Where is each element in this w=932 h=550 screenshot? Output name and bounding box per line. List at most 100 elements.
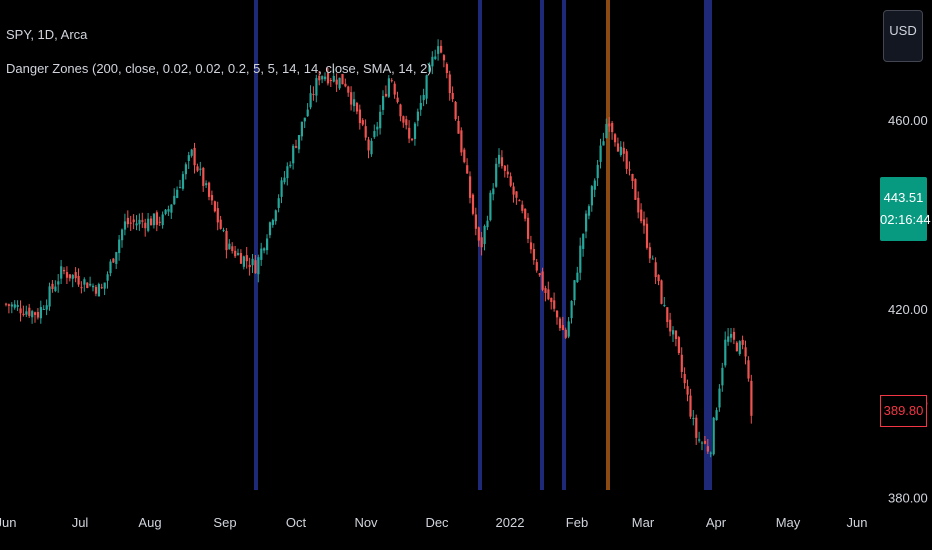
candle-body	[677, 337, 680, 353]
candle-body	[121, 229, 124, 241]
candle-body	[361, 120, 364, 125]
candle-body	[396, 97, 399, 102]
candle-body	[115, 252, 118, 264]
candle-body	[202, 167, 205, 186]
candle-body	[498, 154, 501, 164]
candle-body	[231, 246, 234, 251]
candle-body	[350, 92, 353, 105]
time-axis-label: Feb	[566, 515, 588, 530]
candle-body	[576, 272, 579, 282]
candle-body	[515, 191, 518, 198]
candle-body	[477, 227, 480, 241]
last-price-value: 443.51	[883, 190, 924, 205]
candle-body	[730, 333, 733, 338]
candle-body	[126, 217, 129, 225]
candle-body	[94, 286, 98, 294]
candle-body	[266, 238, 269, 251]
candle-body	[590, 186, 593, 206]
candle-body	[36, 312, 40, 318]
candle-body	[608, 123, 611, 127]
candle-body	[616, 143, 620, 152]
candle-body	[440, 45, 443, 53]
candle-body	[263, 248, 266, 251]
candle-body	[234, 250, 237, 257]
candle-body	[376, 126, 379, 130]
candle-body	[28, 307, 31, 316]
candle-body	[744, 347, 747, 357]
danger-zones-layer	[254, 0, 712, 490]
candle-body	[150, 218, 153, 226]
candle-body	[402, 116, 405, 123]
candle-body	[190, 149, 193, 156]
candle-body	[622, 147, 625, 154]
candle-body	[422, 94, 425, 101]
symbol-legend[interactable]: SPY, 1D, Arca	[6, 27, 88, 42]
candle-body	[405, 119, 408, 126]
candle-body	[518, 200, 521, 202]
candle-body	[45, 305, 48, 310]
candle-body	[341, 74, 344, 85]
candle-body	[132, 219, 135, 223]
candle-body	[724, 339, 727, 366]
danger-zone-band	[540, 0, 544, 490]
candle-body	[22, 313, 25, 316]
candle-body	[425, 75, 428, 99]
indicator-legend[interactable]: Danger Zones (200, close, 0.02, 0.02, 0.…	[6, 61, 432, 76]
currency-button[interactable]: USD	[883, 10, 923, 62]
candle-body	[660, 280, 663, 304]
candle-body	[747, 360, 750, 379]
candle-body	[71, 274, 74, 279]
candle-body	[738, 341, 741, 355]
candle-body	[550, 297, 553, 302]
candle-body	[283, 177, 286, 183]
candle-body	[86, 282, 89, 289]
candle-body	[10, 304, 13, 307]
candle-body	[614, 134, 617, 143]
candle-body	[570, 300, 573, 319]
candle-body	[254, 260, 257, 274]
candle-body	[573, 280, 576, 301]
candle-body	[567, 321, 570, 337]
candle-body	[338, 77, 341, 89]
candle-body	[164, 209, 167, 214]
candle-body	[703, 440, 707, 444]
candle-body	[715, 410, 718, 421]
candle-body	[695, 417, 698, 438]
candle-body	[103, 282, 106, 289]
price-axis-label: 380.00	[888, 491, 928, 506]
candle-body	[416, 111, 419, 121]
candle-body	[390, 80, 393, 82]
time-axis-label: Jun	[847, 515, 868, 530]
danger-zone-band	[478, 0, 482, 490]
candle-body	[474, 214, 477, 229]
candle-body	[364, 126, 367, 138]
candle-body	[672, 330, 675, 335]
candle-body	[579, 245, 582, 273]
candle-body	[297, 134, 301, 150]
candle-body	[92, 285, 95, 288]
time-axis-label: Aug	[138, 515, 161, 530]
candle-body	[312, 94, 315, 96]
candle-body	[179, 187, 182, 189]
candle-body	[611, 122, 614, 133]
time-axis[interactable]: Jun Jul Aug Sep Oct Nov Dec 2022 Feb Mar Apr May Jun	[0, 515, 867, 530]
candle-body	[129, 222, 132, 224]
low-price-tag: 389.80	[880, 395, 927, 427]
candle-body	[521, 204, 524, 211]
candle-body	[5, 303, 8, 305]
candle-body	[245, 255, 248, 262]
candle-body	[698, 439, 701, 441]
candle-body	[251, 258, 254, 266]
candle-body	[593, 180, 596, 190]
candle-body	[367, 139, 370, 151]
candle-body	[648, 247, 651, 259]
candle-body	[683, 373, 686, 384]
candle-body	[309, 93, 312, 108]
candle-body	[326, 73, 330, 84]
candle-body	[471, 194, 475, 214]
danger-zone-band	[562, 0, 566, 490]
candle-body	[83, 279, 86, 285]
